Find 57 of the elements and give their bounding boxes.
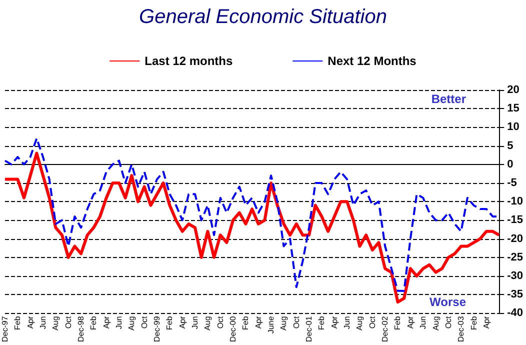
legend-label: Last 12 months [144,54,233,68]
y-tick-label: -35 [507,288,524,301]
x-tick-label: Jun [342,316,352,330]
x-tick-label: Jun [38,316,48,330]
y-tick-label: -10 [507,196,524,208]
x-tick-label: Dec-99 [152,316,162,342]
x-tick-label: Aug [51,316,60,330]
x-tick-label: Apr [406,316,415,329]
x-tick-label: Oct [64,315,73,329]
y-tick-label: -15 [507,214,524,226]
y-tick-label: -30 [507,270,524,282]
x-tick-label: Jun [114,316,124,330]
x-tick-label: Feb [317,316,326,330]
x-tick-label: Dec-00 [228,316,238,342]
x-tick-label: Dec-01 [304,316,314,342]
y-tick-label: -20 [507,232,524,245]
x-tick-label: Apr [26,316,35,329]
x-tick-label: Apr [482,316,491,329]
y-tick-label: 20 [507,84,520,96]
x-tick-label: Feb [89,316,98,330]
x-tick-label: Apr [330,316,339,329]
x-tick-label: Aug [127,316,136,330]
x-tick-label: Aug [203,316,212,330]
x-tick-label: Oct [444,315,453,329]
x-tick-label: June [266,316,276,334]
x-tick-label: Dec-03 [456,316,466,342]
x-tick-label: Dec-98 [76,316,86,342]
x-tick-label: Oct [140,315,149,329]
chart-title: General Economic Situation [139,6,387,28]
legend-label: Next 12 Months [328,54,417,68]
x-tick-label: Jun [418,316,428,330]
x-tick-label: Oct [368,315,377,329]
x-tick-label: Apr [102,316,111,329]
x-tick-label: Oct [216,315,225,329]
x-tick-label: Oct [292,315,301,329]
annotation: Better [431,92,466,106]
y-tick-label: 5 [507,140,514,152]
y-tick-label: 15 [507,102,520,115]
x-tick-label: Dec-97 [0,316,10,342]
x-tick-label: Feb [469,316,478,330]
x-tick-label: Feb [165,316,174,330]
y-tick-label: -5 [507,177,517,190]
x-tick-label: Aug [279,316,288,330]
x-tick-label: Feb [13,316,22,330]
x-tick-label: Feb [241,316,250,330]
x-tick-label: Aug [431,316,440,330]
y-tick-label: -40 [507,307,524,320]
x-tick-label: Aug [355,316,364,330]
y-tick-label: 0 [507,158,514,170]
annotation: Worse [430,295,466,309]
x-tick-label: Feb [393,316,402,330]
x-tick-label: Apr [178,316,187,329]
x-tick-label: Dec-02 [380,316,390,342]
x-tick-label: Apr [254,316,263,329]
y-tick-label: 10 [507,121,520,134]
y-tick-label: -25 [507,251,524,264]
x-tick-label: Jun [190,316,200,330]
